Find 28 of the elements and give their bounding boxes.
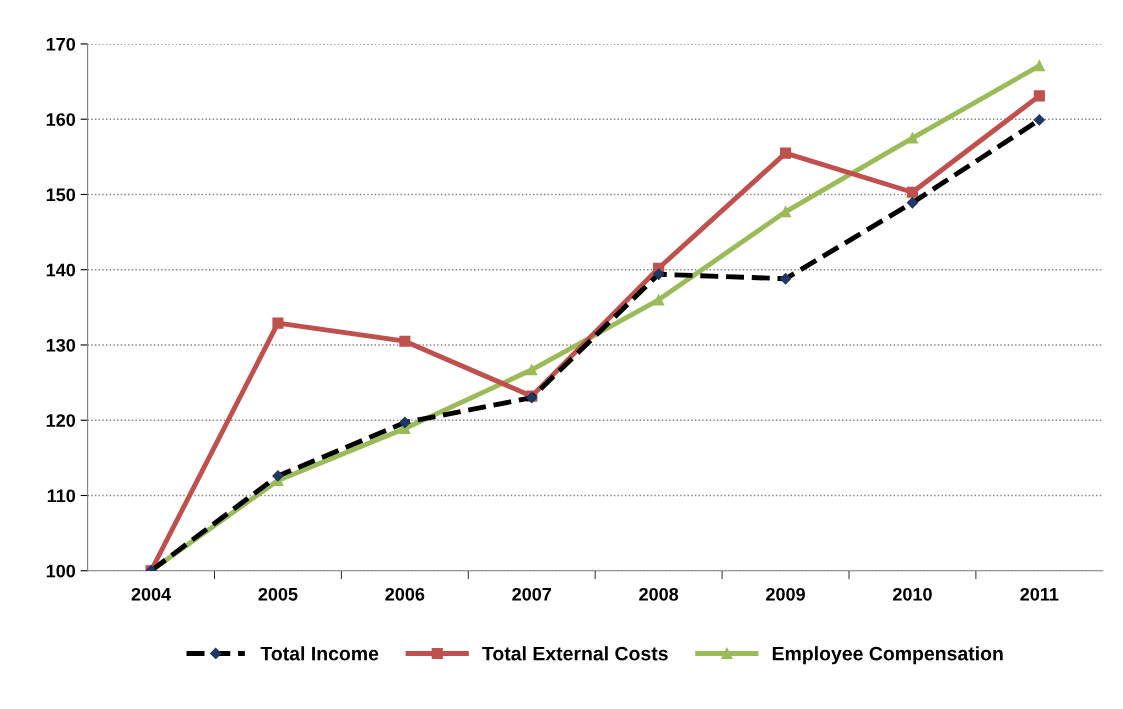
point	[272, 317, 284, 329]
legend-label: Total Income	[260, 646, 379, 661]
x-tick-label: 2005	[258, 587, 298, 601]
x-tick-label: 2004	[131, 587, 172, 601]
legend-label: Employee Compensation	[772, 646, 1003, 665]
y-tick-label: 160	[46, 113, 76, 126]
point	[779, 147, 792, 159]
x-tick-label: 2011	[1020, 587, 1059, 601]
y-tick-label: 130	[46, 338, 76, 352]
point	[399, 335, 411, 347]
x-tick-label: 2006	[385, 587, 425, 601]
point	[906, 132, 918, 144]
x-tick-label: 2009	[766, 587, 805, 601]
y-tick-label: 100	[46, 564, 76, 578]
y-tick-label: 120	[46, 414, 76, 427]
y-tick-label: 140	[46, 263, 76, 277]
point	[906, 186, 918, 198]
y-tick-label: 110	[47, 489, 76, 503]
y-tick-label: 150	[46, 188, 76, 202]
y-tick-label: 170	[46, 37, 76, 51]
point	[653, 294, 665, 306]
x-tick-label: 2010	[892, 587, 932, 601]
x-tick-label: 2008	[639, 587, 679, 601]
point	[1033, 60, 1045, 72]
point	[1033, 90, 1045, 102]
point	[526, 364, 538, 376]
x-tick-label: 2007	[512, 587, 552, 601]
legend-label: Total External Costs	[482, 646, 668, 661]
